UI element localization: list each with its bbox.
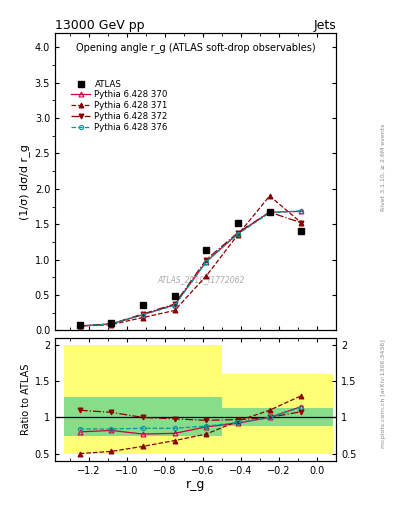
Pythia 6.428 372 [172, 301, 177, 307]
Pythia 6.428 372 [267, 209, 272, 215]
Text: ATLAS_2019_I1772062: ATLAS_2019_I1772062 [158, 275, 245, 284]
ATLAS [204, 247, 209, 253]
Pythia 6.428 376 [235, 231, 240, 237]
Pythia 6.428 370 [235, 230, 240, 237]
Line: Pythia 6.428 376: Pythia 6.428 376 [78, 209, 303, 328]
Bar [159, 345, 222, 454]
Pythia 6.428 376 [109, 321, 114, 327]
Bar [64, 345, 159, 454]
Pythia 6.428 376 [172, 303, 177, 309]
Legend: ATLAS, Pythia 6.428 370, Pythia 6.428 371, Pythia 6.428 372, Pythia 6.428 376: ATLAS, Pythia 6.428 370, Pythia 6.428 37… [68, 76, 171, 135]
Pythia 6.428 371 [204, 273, 209, 279]
Pythia 6.428 372 [141, 311, 145, 317]
Text: Jets: Jets [313, 19, 336, 32]
Line: ATLAS: ATLAS [77, 209, 304, 328]
Pythia 6.428 371 [235, 232, 240, 238]
Pythia 6.428 372 [235, 229, 240, 236]
Text: 13000 GeV pp: 13000 GeV pp [55, 19, 145, 32]
Text: mcplots.cern.ch [arXiv:1306.3436]: mcplots.cern.ch [arXiv:1306.3436] [381, 339, 386, 447]
Pythia 6.428 376 [267, 210, 272, 216]
Bar [222, 374, 333, 454]
Pythia 6.428 371 [267, 193, 272, 199]
Pythia 6.428 370 [299, 208, 304, 215]
ATLAS [235, 220, 240, 226]
Line: Pythia 6.428 370: Pythia 6.428 370 [77, 209, 304, 328]
Y-axis label: Ratio to ATLAS: Ratio to ATLAS [20, 364, 31, 435]
Pythia 6.428 370 [267, 209, 272, 215]
Pythia 6.428 371 [141, 314, 145, 321]
Pythia 6.428 370 [109, 321, 114, 327]
Pythia 6.428 372 [77, 323, 82, 329]
Bar [222, 408, 333, 426]
X-axis label: r_g: r_g [186, 478, 205, 492]
Text: Opening angle r_g (ATLAS soft-drop observables): Opening angle r_g (ATLAS soft-drop obser… [76, 42, 315, 53]
Pythia 6.428 376 [77, 323, 82, 329]
Bar [159, 397, 222, 436]
Pythia 6.428 370 [172, 302, 177, 308]
ATLAS [109, 320, 114, 326]
ATLAS [172, 293, 177, 300]
Pythia 6.428 370 [204, 259, 209, 265]
Pythia 6.428 370 [77, 323, 82, 329]
Pythia 6.428 376 [141, 312, 145, 318]
Line: Pythia 6.428 372: Pythia 6.428 372 [77, 210, 304, 328]
Pythia 6.428 371 [109, 322, 114, 328]
ATLAS [77, 322, 82, 328]
Pythia 6.428 371 [299, 220, 304, 226]
Pythia 6.428 372 [204, 257, 209, 263]
ATLAS [267, 209, 272, 215]
Pythia 6.428 371 [172, 307, 177, 313]
Pythia 6.428 376 [204, 259, 209, 265]
ATLAS [141, 303, 145, 309]
Pythia 6.428 372 [109, 321, 114, 327]
Bar [64, 397, 159, 436]
Pythia 6.428 376 [299, 208, 304, 214]
Pythia 6.428 370 [141, 312, 145, 318]
ATLAS [299, 228, 304, 234]
Text: Rivet 3.1.10, ≥ 2.6M events: Rivet 3.1.10, ≥ 2.6M events [381, 123, 386, 210]
Pythia 6.428 372 [299, 220, 304, 226]
Y-axis label: (1/σ) dσ/d r_g: (1/σ) dσ/d r_g [20, 144, 31, 220]
Pythia 6.428 371 [77, 323, 82, 329]
Line: Pythia 6.428 371: Pythia 6.428 371 [77, 194, 304, 328]
